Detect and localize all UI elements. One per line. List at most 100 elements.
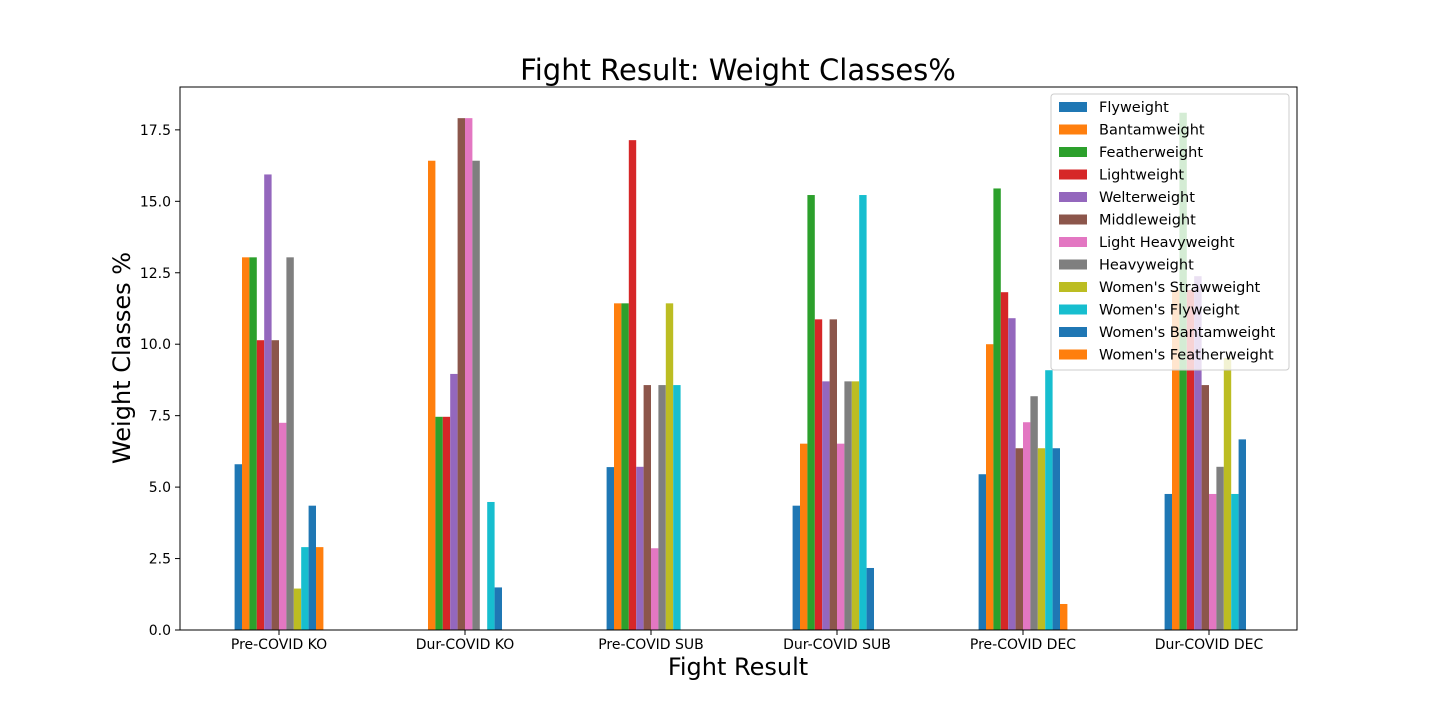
bar-heavyweight-3 bbox=[844, 381, 852, 630]
legend-entry: Lightweight bbox=[1099, 168, 1184, 184]
legend-swatch bbox=[1059, 259, 1087, 270]
bar-women-s-strawweight-5 bbox=[1223, 357, 1232, 630]
bar-welterweight-2 bbox=[636, 466, 644, 630]
y-tick-label: 15.0 bbox=[140, 194, 171, 210]
bar-women-s-bantamweight-5 bbox=[1238, 439, 1246, 630]
bar-bantamweight-2 bbox=[614, 303, 622, 630]
bar-women-s-flyweight-3 bbox=[859, 195, 867, 630]
bar-women-s-featherweight-0 bbox=[316, 547, 324, 630]
bar-women-s-strawweight-0 bbox=[293, 588, 302, 630]
bar-heavyweight-4 bbox=[1030, 396, 1038, 630]
bar-bantamweight-5 bbox=[1172, 289, 1180, 630]
bar-heavyweight-5 bbox=[1216, 466, 1224, 630]
legend-entry: Welterweight bbox=[1099, 190, 1195, 206]
y-tick-label: 5.0 bbox=[149, 480, 171, 496]
bar-featherweight-3 bbox=[807, 195, 815, 630]
legend-entry: Light Heavyweight bbox=[1099, 235, 1235, 251]
legend-swatch bbox=[1059, 169, 1087, 180]
bar-women-s-bantamweight-0 bbox=[308, 505, 316, 630]
legend-entry: Bantamweight bbox=[1099, 123, 1205, 139]
bar-welterweight-1 bbox=[450, 373, 458, 630]
bar-light-heavyweight-0 bbox=[279, 422, 287, 630]
bar-bantamweight-3 bbox=[800, 443, 808, 630]
y-tick-label: 10.0 bbox=[140, 337, 171, 353]
bar-bantamweight-1 bbox=[428, 160, 436, 631]
bar-middleweight-4 bbox=[1015, 448, 1023, 630]
bar-featherweight-1 bbox=[435, 416, 443, 630]
bar-flyweight-5 bbox=[1164, 493, 1172, 630]
bar-middleweight-5 bbox=[1201, 385, 1209, 630]
y-tick-label: 0.0 bbox=[149, 623, 171, 639]
bar-featherweight-4 bbox=[993, 188, 1001, 630]
legend-swatch bbox=[1059, 124, 1087, 135]
bar-featherweight-0 bbox=[249, 257, 257, 630]
bar-women-s-strawweight-3 bbox=[851, 381, 860, 630]
bar-heavyweight-0 bbox=[286, 257, 294, 630]
legend-swatch bbox=[1059, 102, 1087, 112]
bar-lightweight-1 bbox=[442, 416, 451, 630]
x-tick-label: Pre-COVID SUB bbox=[598, 637, 704, 653]
legend-box bbox=[1050, 93, 1290, 371]
y-tick-label: 12.5 bbox=[140, 266, 171, 282]
bar-women-s-flyweight-1 bbox=[487, 501, 495, 630]
plot-frame bbox=[179, 86, 1298, 631]
legend-entry: Women's Bantamweight bbox=[1099, 325, 1276, 341]
bar-light-heavyweight-4 bbox=[1023, 422, 1031, 630]
bar-flyweight-2 bbox=[606, 467, 614, 630]
x-tick-label: Pre-COVID KO bbox=[231, 637, 327, 653]
legend-swatch bbox=[1059, 192, 1087, 202]
bar-heavyweight-2 bbox=[658, 385, 666, 630]
bar-women-s-flyweight-0 bbox=[301, 547, 309, 630]
bar-women-s-bantamweight-3 bbox=[866, 567, 874, 630]
bar-lightweight-5 bbox=[1186, 289, 1195, 630]
legend-entry: Women's Featherweight bbox=[1099, 348, 1274, 364]
legend-entry: Featherweight bbox=[1099, 145, 1203, 161]
bar-middleweight-2 bbox=[643, 385, 651, 630]
bar-middleweight-1 bbox=[457, 118, 465, 631]
y-tick-label: 17.5 bbox=[140, 123, 171, 139]
bar-middleweight-0 bbox=[271, 340, 279, 630]
bar-women-s-bantamweight-4 bbox=[1052, 448, 1060, 630]
bars-group bbox=[234, 112, 1246, 631]
bar-women-s-strawweight-4 bbox=[1037, 448, 1046, 630]
bar-women-s-bantamweight-1 bbox=[494, 587, 502, 630]
bar-flyweight-3 bbox=[792, 505, 800, 630]
bar-featherweight-2 bbox=[621, 303, 629, 630]
bar-bantamweight-4 bbox=[986, 344, 994, 630]
bar-lightweight-0 bbox=[256, 340, 265, 630]
bar-flyweight-4 bbox=[978, 474, 986, 630]
bar-light-heavyweight-5 bbox=[1209, 493, 1217, 630]
y-tick-label: 7.5 bbox=[149, 409, 171, 425]
bar-middleweight-3 bbox=[829, 319, 837, 630]
chart-title: Fight Result: Weight Classes% bbox=[520, 53, 956, 87]
bar-bantamweight-0 bbox=[242, 257, 250, 630]
bar-women-s-featherweight-4 bbox=[1060, 603, 1068, 630]
y-axis: 0.0 2.5 5.0 7.5 10.0 12.5 15.0 17.5 bbox=[140, 123, 180, 639]
bar-welterweight-0 bbox=[264, 174, 272, 630]
legend-swatch bbox=[1059, 214, 1087, 225]
legend-swatch bbox=[1059, 327, 1087, 337]
legend-entry: Women's Strawweight bbox=[1099, 280, 1261, 296]
legend-entry: Heavyweight bbox=[1099, 258, 1194, 274]
x-axis: Pre-COVID KO Dur-COVID KO Pre-COVID SUB Dur… bbox=[231, 630, 1263, 653]
bar-lightweight-3 bbox=[814, 319, 823, 630]
bar-women-s-flyweight-2 bbox=[673, 385, 681, 630]
bar-light-heavyweight-3 bbox=[837, 443, 845, 630]
x-tick-label: Dur-COVID SUB bbox=[783, 637, 891, 653]
bar-flyweight-0 bbox=[234, 464, 242, 630]
bar-lightweight-4 bbox=[1000, 292, 1009, 630]
bar-heavyweight-1 bbox=[472, 160, 480, 631]
bar-welterweight-3 bbox=[822, 381, 830, 630]
bar-lightweight-2 bbox=[628, 140, 637, 630]
bar-women-s-strawweight-2 bbox=[665, 303, 674, 630]
legend-swatch bbox=[1059, 237, 1087, 247]
bar-featherweight-5 bbox=[1179, 112, 1187, 631]
legend-swatch bbox=[1059, 349, 1087, 360]
bar-welterweight-5 bbox=[1194, 276, 1202, 630]
bar-light-heavyweight-1 bbox=[465, 118, 473, 631]
x-tick-label: Pre-COVID DEC bbox=[970, 637, 1076, 653]
legend-entry: Women's Flyweight bbox=[1099, 303, 1240, 319]
bar-women-s-flyweight-5 bbox=[1231, 493, 1239, 630]
